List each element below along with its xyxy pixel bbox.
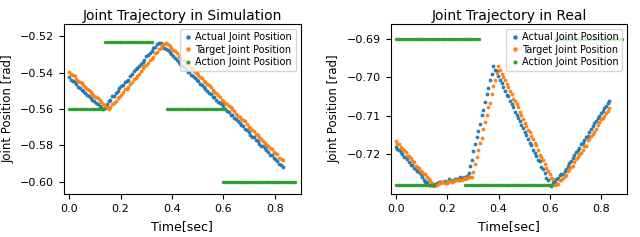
- Action Joint Position: [76, 108, 84, 110]
- Actual Joint Position: [155, 41, 163, 44]
- Target Joint Position: [214, 93, 222, 96]
- Actual Joint Position: [605, 100, 613, 103]
- Action Joint Position: [70, 108, 78, 110]
- Action Joint Position: [420, 183, 428, 186]
- Action Joint Position: [419, 183, 426, 186]
- Action Joint Position: [83, 108, 91, 110]
- Actual Joint Position: [504, 95, 512, 98]
- Action Joint Position: [426, 183, 434, 186]
- Action Joint Position: [65, 108, 73, 110]
- Target Joint Position: [563, 173, 570, 176]
- Legend: Actual Joint Position, Target Joint Position, Action Joint Position: Actual Joint Position, Target Joint Posi…: [506, 29, 622, 71]
- Action Joint Position: [92, 108, 100, 110]
- Action Joint Position: [392, 183, 399, 186]
- Line: Action Joint Position: Action Joint Position: [67, 107, 106, 111]
- Action Joint Position: [429, 183, 437, 186]
- Target Joint Position: [236, 116, 243, 118]
- Action Joint Position: [74, 108, 82, 110]
- Action Joint Position: [87, 108, 95, 110]
- Line: Actual Joint Position: Actual Joint Position: [393, 64, 612, 188]
- Target Joint Position: [392, 139, 399, 142]
- Action Joint Position: [72, 108, 80, 110]
- Action Joint Position: [422, 183, 430, 186]
- Actual Joint Position: [279, 165, 287, 168]
- Actual Joint Position: [563, 168, 570, 170]
- Title: Joint Trajectory in Real: Joint Trajectory in Real: [431, 9, 587, 23]
- Action Joint Position: [406, 183, 414, 186]
- Action Joint Position: [89, 108, 97, 110]
- Action Joint Position: [404, 183, 412, 186]
- Action Joint Position: [98, 108, 106, 110]
- Action Joint Position: [85, 108, 93, 110]
- Target Joint Position: [110, 101, 118, 104]
- Target Joint Position: [495, 64, 502, 67]
- Target Joint Position: [506, 89, 514, 92]
- Action Joint Position: [401, 183, 408, 186]
- Action Joint Position: [78, 108, 86, 110]
- Actual Joint Position: [186, 71, 193, 74]
- Target Joint Position: [279, 159, 287, 162]
- Target Joint Position: [451, 178, 459, 181]
- Action Joint Position: [96, 108, 104, 110]
- Title: Joint Trajectory in Simulation: Joint Trajectory in Simulation: [83, 9, 282, 23]
- Y-axis label: Joint Position [rad]: Joint Position [rad]: [1, 55, 15, 163]
- X-axis label: Time[sec]: Time[sec]: [152, 220, 213, 233]
- Action Joint Position: [90, 108, 98, 110]
- Target Joint Position: [162, 41, 170, 44]
- Action Joint Position: [412, 183, 419, 186]
- Target Joint Position: [186, 64, 193, 67]
- Action Joint Position: [399, 183, 407, 186]
- Actual Joint Position: [65, 76, 73, 79]
- Action Joint Position: [424, 183, 432, 186]
- Target Joint Position: [484, 106, 492, 109]
- Y-axis label: Joint Position [rad]: Joint Position [rad]: [328, 55, 341, 163]
- Target Joint Position: [123, 87, 131, 90]
- Action Joint Position: [80, 108, 88, 110]
- Target Joint Position: [273, 153, 281, 156]
- Action Joint Position: [81, 108, 89, 110]
- Action Joint Position: [394, 183, 401, 186]
- Actual Joint Position: [214, 101, 222, 104]
- Action Joint Position: [415, 183, 423, 186]
- Actual Joint Position: [123, 80, 131, 82]
- Action Joint Position: [417, 183, 425, 186]
- Line: Target Joint Position: Target Joint Position: [393, 63, 612, 188]
- Action Joint Position: [69, 108, 77, 110]
- Target Joint Position: [65, 71, 73, 73]
- Action Joint Position: [397, 183, 405, 186]
- Legend: Actual Joint Position, Target Joint Position, Action Joint Position: Actual Joint Position, Target Joint Posi…: [180, 29, 296, 71]
- Line: Action Joint Position: Action Joint Position: [394, 183, 436, 187]
- Target Joint Position: [430, 185, 438, 187]
- Action Joint Position: [413, 183, 421, 186]
- Action Joint Position: [428, 183, 436, 186]
- Actual Joint Position: [483, 93, 491, 96]
- Line: Target Joint Position: Target Joint Position: [67, 41, 285, 163]
- Actual Joint Position: [552, 178, 560, 180]
- Actual Joint Position: [392, 146, 399, 148]
- Target Joint Position: [552, 182, 560, 185]
- Action Joint Position: [408, 183, 416, 186]
- X-axis label: Time[sec]: Time[sec]: [478, 220, 540, 233]
- Actual Joint Position: [236, 122, 243, 124]
- Actual Joint Position: [450, 179, 458, 182]
- Actual Joint Position: [490, 65, 497, 68]
- Actual Joint Position: [534, 158, 542, 161]
- Actual Joint Position: [110, 95, 118, 98]
- Actual Joint Position: [273, 160, 281, 163]
- Actual Joint Position: [547, 184, 555, 187]
- Action Joint Position: [94, 108, 102, 110]
- Action Joint Position: [410, 183, 417, 186]
- Action Joint Position: [403, 183, 410, 186]
- Target Joint Position: [605, 106, 613, 109]
- Action Joint Position: [67, 108, 75, 110]
- Action Joint Position: [396, 183, 403, 186]
- Line: Actual Joint Position: Actual Joint Position: [67, 40, 285, 169]
- Action Joint Position: [99, 108, 107, 110]
- Target Joint Position: [536, 154, 543, 156]
